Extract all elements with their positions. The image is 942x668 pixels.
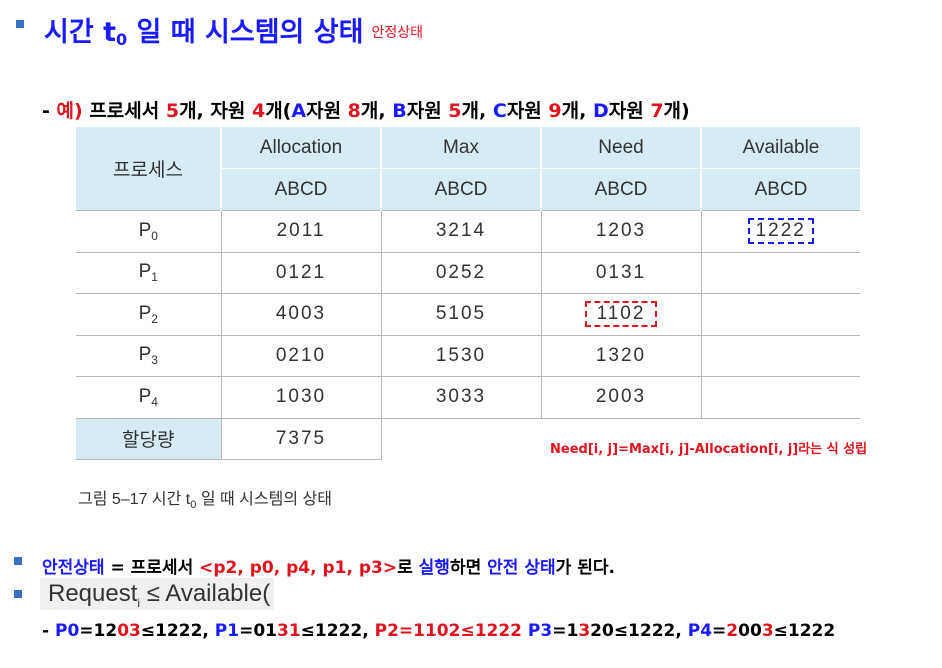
subheader-cell: ABCD [541, 168, 702, 211]
process-cell: P3 [76, 335, 222, 377]
subheader-cell: ABCD [381, 168, 542, 211]
page-title: 시간 t0 일 때 시스템의 상태 안정상태 [44, 17, 423, 49]
available-cell [701, 252, 860, 294]
example-line: - 예) 프로세서 5개, 자원 4개(A자원 8개, B자원 5개, C자원 … [42, 100, 690, 122]
table-row: P4 1030 3033 2003 [76, 376, 860, 419]
max-cell: 0252 [381, 252, 542, 294]
table-row: P1 0121 0252 0131 [76, 252, 860, 294]
total-row: 할당량 7375 [76, 418, 860, 460]
total-label: 할당량 [76, 418, 222, 460]
col-max: Max [381, 127, 542, 169]
system-state-table: 프로세스 Allocation Max Need Available ABCD … [76, 127, 860, 460]
max-cell: 3033 [381, 376, 542, 419]
col-available: Available [701, 127, 860, 169]
table-header-row: 프로세스 Allocation Max Need Available [76, 127, 860, 211]
process-cell: P2 [76, 293, 222, 336]
available-cell [701, 293, 860, 336]
available-highlight-box: 1222 [747, 218, 814, 245]
table-row: P3 0210 1530 1320 [76, 335, 860, 377]
safe-state-line: 안전상태 = 프로세서 <p2, p0, p4, p1, p3>로 실행하면 안… [42, 558, 615, 578]
process-cell: P4 [76, 376, 222, 419]
need-highlight-box: 1102 [584, 301, 658, 328]
available-cell [701, 376, 860, 419]
figure-caption: 그림 5–17 시간 t0 일 때 시스템의 상태 [78, 491, 332, 512]
table-row: P0 2011 3214 1203 1222 [76, 210, 860, 253]
available-cell [701, 335, 860, 377]
need-cell: 1203 [541, 210, 702, 253]
allocation-cell: 0210 [221, 335, 382, 377]
need-cell: 1102 [541, 293, 702, 336]
subheader-cell: ABCD [221, 168, 382, 211]
allocation-cell: 4003 [221, 293, 382, 336]
max-cell: 3214 [381, 210, 542, 253]
allocation-cell: 0121 [221, 252, 382, 294]
safe-bullet [14, 557, 22, 565]
need-cell: 1320 [541, 335, 702, 377]
title-note: 안정상태 [371, 25, 423, 41]
subheader-cell: ABCD [701, 168, 860, 211]
calc-line: - P0=1203≤1222, P1=0131≤1222, P2=1102≤12… [42, 621, 836, 641]
max-cell: 5105 [381, 293, 542, 336]
request-condition: Requesti ≤ Available( [40, 578, 274, 610]
available-cell: 1222 [701, 210, 860, 253]
col-allocation: Allocation [221, 127, 382, 169]
process-cell: P0 [76, 210, 222, 253]
col-need: Need [541, 127, 702, 169]
title-bullet [16, 20, 24, 28]
process-header: 프로세스 [76, 127, 222, 211]
need-cell: 2003 [541, 376, 702, 419]
max-cell: 1530 [381, 335, 542, 377]
table-row: P2 4003 5105 1102 [76, 293, 860, 336]
need-formula-note: Need[i, j]=Max[i, j]-Allocation[i, j]라는 … [550, 442, 868, 457]
process-cell: P1 [76, 252, 222, 294]
allocation-cell: 2011 [221, 210, 382, 253]
table-subheader-row: ABCD ABCD ABCD ABCD [76, 168, 860, 211]
need-cell: 0131 [541, 252, 702, 294]
request-bullet [14, 590, 22, 598]
allocation-cell: 1030 [221, 376, 382, 419]
total-value: 7375 [221, 418, 382, 460]
